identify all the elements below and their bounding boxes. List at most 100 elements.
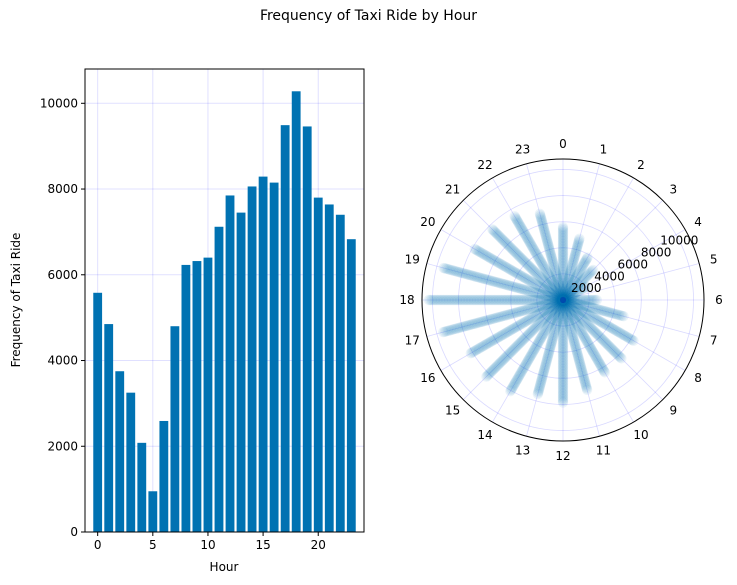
- polar-point-hour-8: [614, 327, 626, 339]
- polar-point-hour-22: [539, 262, 550, 273]
- polar-point-hour-4: [574, 285, 585, 296]
- polar-point-hour-7: [582, 301, 593, 312]
- polar-point-hour-15: [482, 370, 493, 381]
- polar-point-hour-20: [507, 265, 518, 277]
- polar-point-hour-0: [557, 280, 569, 292]
- polar-point-hour-12: [557, 318, 569, 329]
- polar-point-hour-6: [557, 294, 569, 306]
- polar-point-hour-18: [467, 294, 478, 306]
- polar-point-hour-21: [513, 250, 525, 262]
- polar-point-hour-12: [557, 354, 569, 366]
- polar-point-hour-12: [557, 297, 569, 309]
- polar-point-hour-11: [567, 329, 578, 341]
- polar-point-hour-19: [509, 281, 520, 293]
- polar-point-hour-1: [567, 258, 579, 269]
- polar-point-hour-18: [476, 294, 488, 306]
- polar-point-hour-17: [497, 311, 508, 322]
- polar-point-hour-10: [582, 337, 593, 348]
- polar-point-hour-15: [555, 297, 566, 308]
- polar-point-hour-12: [557, 308, 569, 320]
- polar-point-hour-1: [569, 251, 580, 263]
- polar-point-hour-18: [445, 294, 456, 306]
- polar-point-hour-16: [521, 315, 532, 327]
- polar-point-hour-13: [542, 350, 554, 362]
- polar-point-hour-18: [492, 294, 503, 306]
- polar-point-hour-19: [461, 268, 472, 280]
- polar-point-hour-13: [548, 328, 560, 339]
- bar-hour-17: [280, 125, 290, 532]
- polar-point-hour-10: [560, 300, 572, 311]
- polar-point-hour-14: [549, 308, 561, 319]
- polar-point-hour-19: [548, 292, 560, 303]
- polar-point-hour-16: [488, 334, 500, 346]
- polar-point-hour-6: [559, 294, 570, 306]
- polar-point-hour-11: [574, 357, 585, 368]
- polar-point-hour-23: [548, 260, 559, 271]
- polar-point-hour-8: [624, 333, 635, 344]
- polar-point-hour-7: [572, 298, 584, 310]
- polar-point-hour-19: [465, 270, 477, 281]
- polar-point-hour-10: [565, 308, 577, 319]
- polar-point-hour-6: [588, 294, 599, 306]
- polar-point-hour-13: [557, 296, 568, 307]
- bar-hour-8: [181, 264, 191, 532]
- polar-point-hour-7: [580, 300, 591, 312]
- polar-point-hour-0: [557, 243, 569, 255]
- polar-point-hour-10: [583, 339, 595, 351]
- polar-point-hour-9: [560, 297, 571, 308]
- polar-point-hour-22: [531, 248, 542, 260]
- polar-point-hour-23: [534, 208, 546, 220]
- polar-point-hour-10: [561, 301, 573, 313]
- polar-point-hour-13: [539, 364, 550, 375]
- polar-point-hour-0: [557, 282, 569, 293]
- polar-point-hour-22: [539, 263, 551, 275]
- polar-point-hour-10: [598, 364, 609, 375]
- polar-point-hour-0: [557, 279, 569, 290]
- polar-center-point: [560, 297, 566, 303]
- polar-point-hour-14: [515, 368, 526, 379]
- polar-theta-label: 14: [477, 428, 492, 442]
- polar-center-point: [560, 297, 566, 303]
- polar-point-hour-1: [570, 248, 581, 260]
- polar-point-hour-0: [557, 242, 569, 253]
- polar-point-hour-20: [513, 268, 524, 280]
- polar-point-hour-13: [542, 352, 553, 363]
- polar-point-hour-17: [445, 324, 457, 336]
- polar-point-hour-16: [480, 339, 491, 350]
- polar-point-hour-7: [615, 310, 626, 321]
- polar-point-hour-12: [557, 397, 569, 408]
- polar-point-hour-12: [557, 329, 569, 340]
- polar-point-hour-5: [565, 292, 576, 304]
- polar-point-hour-0: [557, 283, 569, 295]
- polar-point-hour-12: [557, 315, 569, 326]
- polar-point-hour-9: [596, 333, 607, 344]
- polar-point-hour-11: [561, 306, 572, 318]
- polar-point-hour-12: [557, 348, 569, 359]
- bar-x-axis-label: Hour: [210, 560, 239, 574]
- polar-point-hour-13: [555, 303, 566, 315]
- polar-point-hour-8: [582, 308, 593, 320]
- polar-point-hour-12: [557, 386, 569, 397]
- polar-point-hour-19: [443, 264, 454, 275]
- polar-r-label: 8000: [641, 246, 672, 260]
- polar-theta-gridline: [562, 263, 700, 301]
- polar-point-hour-17: [498, 310, 510, 322]
- polar-point-hour-20: [480, 250, 491, 261]
- polar-point-hour-17: [501, 309, 513, 321]
- polar-point-hour-16: [510, 322, 521, 333]
- polar-point-hour-21: [530, 267, 541, 278]
- polar-point-hour-9: [569, 306, 581, 318]
- polar-point-hour-2: [575, 263, 587, 274]
- polar-point-hour-11: [581, 381, 592, 392]
- polar-point-hour-4: [567, 289, 578, 300]
- polar-point-hour-16: [549, 299, 561, 310]
- polar-point-hour-11: [573, 354, 585, 365]
- polar-point-hour-10: [583, 338, 594, 349]
- polar-theta-gridline: [562, 229, 686, 301]
- polar-point-hour-12: [557, 324, 569, 336]
- polar-point-hour-9: [566, 303, 578, 315]
- polar-point-hour-20: [534, 281, 546, 292]
- polar-theta-label: 1: [600, 142, 608, 156]
- polar-point-hour-10: [575, 324, 586, 336]
